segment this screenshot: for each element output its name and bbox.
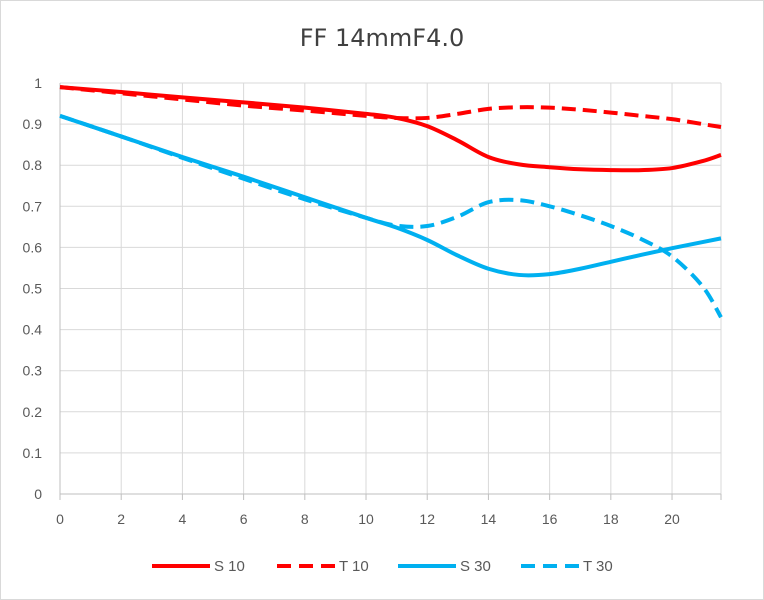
grid [59, 82, 722, 495]
legend-label-s-10: S 10 [214, 558, 245, 575]
x-tick-label: 2 [117, 511, 125, 527]
y-tick-label: 0 [34, 486, 42, 502]
x-tick-label: 14 [481, 511, 497, 527]
x-tick-label: 6 [240, 511, 248, 527]
x-tick-label: 16 [542, 511, 558, 527]
legend: S 10 T 10 S 30 T 30 [152, 558, 613, 575]
y-tick-label: 0.5 [23, 281, 43, 297]
chart-title: FF 14mmF4.0 [300, 24, 465, 52]
x-tick-label: 18 [603, 511, 619, 527]
y-tick-label: 0.6 [23, 239, 43, 255]
x-tick-label: 8 [301, 511, 309, 527]
series-lines [59, 85, 723, 319]
legend-label-s-30: S 30 [460, 558, 491, 575]
y-tick-label: 0.9 [23, 116, 43, 132]
series-line-t-10 [59, 85, 722, 129]
x-tick-label: 20 [664, 511, 680, 527]
x-tick-label: 10 [358, 511, 374, 527]
x-tick-label: 4 [179, 511, 187, 527]
x-tick-label: 0 [56, 511, 64, 527]
legend-label-t-30: T 30 [583, 558, 613, 575]
series-line-s-10 [59, 85, 722, 173]
x-tick-label: 12 [419, 511, 435, 527]
y-tick-label: 0.4 [23, 322, 43, 338]
y-tick-label: 0.3 [23, 363, 43, 379]
series-line-s-30 [59, 113, 722, 278]
y-tick-label: 1 [34, 75, 42, 91]
y-tick-label: 0.8 [23, 157, 43, 173]
axes: 0 2 4 6 8 10 12 14 16 18 20 0 0.1 0.2 0.3 0.4 0.5 0.6 0.7 0… [23, 75, 722, 527]
y-tick-label: 0.1 [23, 445, 43, 461]
legend-label-t-10: T 10 [339, 558, 369, 575]
y-tick-label: 0.2 [23, 404, 43, 420]
y-tick-label: 0.7 [23, 198, 43, 214]
series-line-t-30 [59, 113, 723, 319]
